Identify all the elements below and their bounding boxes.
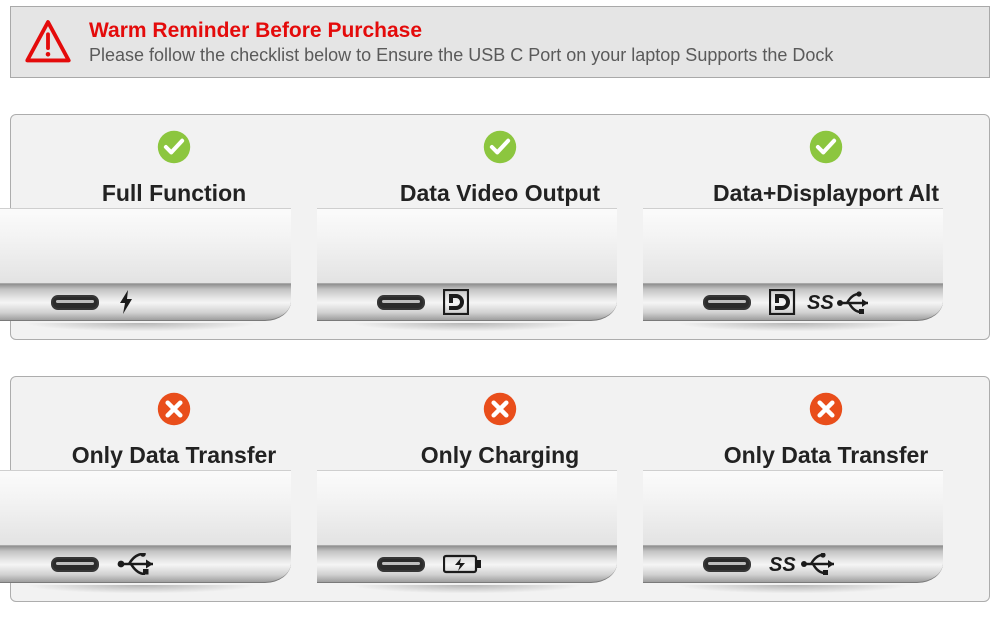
port-symbol-icon: [117, 289, 135, 315]
cell-supported-1: Data Video Output: [337, 115, 663, 339]
check-icon: [808, 129, 844, 170]
svg-text:SS: SS: [807, 292, 834, 314]
port-symbol-icon: [117, 553, 163, 575]
port-symbol-icon: SS: [769, 553, 859, 575]
banner-title: Warm Reminder Before Purchase: [89, 17, 833, 44]
supported-panel: Full Function Data Video Output: [10, 114, 990, 340]
laptop-side-view: SS: [643, 470, 943, 595]
cell-supported-2: Data+Displayport Alt SS: [663, 115, 989, 339]
cell-label: Data+Displayport Alt: [713, 180, 939, 207]
cell-unsupported-2: Only Data Transfer SS: [663, 377, 989, 601]
cross-icon: [156, 391, 192, 432]
cell-label: Data Video Output: [400, 180, 600, 207]
laptop-side-view: [0, 470, 291, 595]
banner-text: Warm Reminder Before Purchase Please fol…: [89, 17, 833, 68]
laptop-side-view: [0, 208, 291, 333]
cell-supported-0: Full Function: [11, 115, 337, 339]
usb-c-port-icon: [703, 295, 751, 310]
cell-label: Only Data Transfer: [72, 442, 277, 469]
check-icon: [156, 129, 192, 170]
page: Warm Reminder Before Purchase Please fol…: [0, 0, 1000, 619]
unsupported-panel: Only Data Transfer Only Charging: [10, 376, 990, 602]
warning-banner: Warm Reminder Before Purchase Please fol…: [10, 6, 990, 78]
banner-subtitle: Please follow the checklist below to Ens…: [89, 44, 833, 67]
port-symbol-icon: SS: [769, 289, 889, 315]
usb-c-port-icon: [377, 557, 425, 572]
usb-c-port-icon: [51, 557, 99, 572]
laptop-side-view: [317, 470, 617, 595]
cell-label: Only Charging: [421, 442, 579, 469]
check-icon: [482, 129, 518, 170]
usb-c-port-icon: [703, 557, 751, 572]
port-symbol-icon: [443, 289, 469, 315]
cross-icon: [482, 391, 518, 432]
cell-label: Only Data Transfer: [724, 442, 929, 469]
laptop-side-view: SS: [643, 208, 943, 333]
laptop-side-view: [317, 208, 617, 333]
cell-unsupported-0: Only Data Transfer: [11, 377, 337, 601]
warning-icon: [25, 19, 71, 65]
svg-text:SS: SS: [769, 554, 796, 575]
port-symbol-icon: [443, 553, 483, 575]
cross-icon: [808, 391, 844, 432]
cell-label: Full Function: [102, 180, 246, 207]
usb-c-port-icon: [377, 295, 425, 310]
usb-c-port-icon: [51, 295, 99, 310]
cell-unsupported-1: Only Charging: [337, 377, 663, 601]
